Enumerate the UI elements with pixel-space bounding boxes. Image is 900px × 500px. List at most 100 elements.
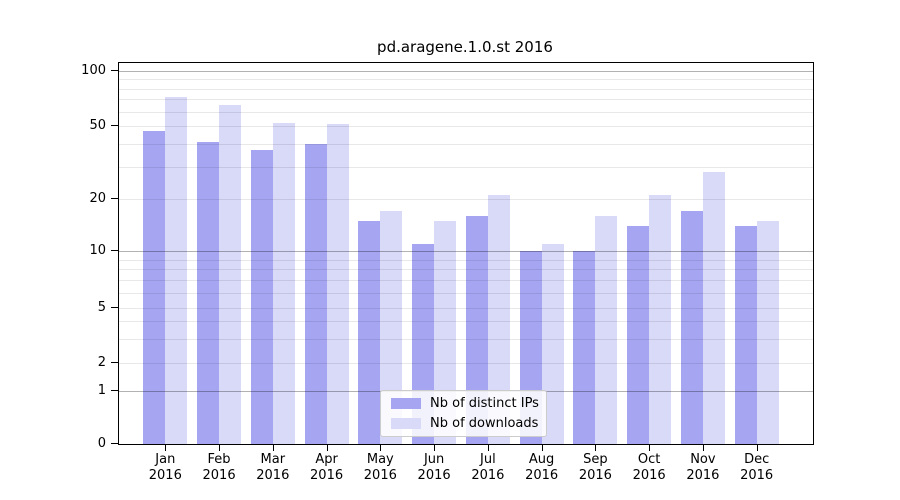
x-tick-label-aug: Aug 2016 (512, 452, 572, 484)
bar-distinct-ips-nov (680, 211, 703, 444)
x-tick-label-feb: Feb 2016 (189, 452, 249, 484)
x-tick-label-oct: Oct 2016 (619, 452, 679, 484)
y-tick-label: 1 (97, 383, 106, 398)
plot-area (118, 62, 814, 445)
y-tick-label: 50 (89, 118, 106, 133)
gridline-70 (119, 99, 813, 101)
x-tick-year: 2016 (525, 468, 559, 483)
gridline-30 (119, 166, 813, 168)
x-tick-year: 2016 (740, 468, 774, 483)
bar-downloads-sep (595, 215, 618, 444)
bar-downloads-jan (165, 97, 188, 444)
gridline-90 (119, 79, 813, 81)
gridline-8 (119, 269, 813, 271)
x-tick-mark (756, 444, 758, 451)
bar-downloads-dec (756, 220, 779, 444)
bar-distinct-ips-feb (197, 141, 220, 444)
x-tick-mark (487, 444, 489, 451)
gridline-20 (119, 199, 813, 200)
y-tick-label: 20 (89, 191, 106, 206)
x-tick-mark (702, 444, 704, 451)
bar-distinct-ips-apr (304, 143, 327, 444)
gridline-100 (119, 71, 813, 72)
x-tick-mark (272, 444, 274, 451)
x-tick-year: 2016 (578, 468, 612, 483)
y-tick-mark (111, 125, 118, 126)
y-tick-label: 10 (89, 243, 106, 258)
legend-label-downloads: Nb of downloads (430, 416, 539, 431)
bar-distinct-ips-dec (734, 225, 757, 444)
x-tick-label-apr: Apr 2016 (297, 452, 357, 484)
bar-downloads-oct (649, 195, 672, 444)
y-tick-mark (111, 390, 118, 391)
gridline-6 (119, 293, 813, 294)
gridline-9 (119, 259, 813, 261)
legend-swatch-downloads (391, 418, 421, 429)
x-tick-year: 2016 (632, 468, 666, 483)
legend-item-distinct-ips: Nb of distinct IPs (391, 396, 539, 411)
legend-item-downloads: Nb of downloads (391, 416, 539, 431)
bar-distinct-ips-oct (627, 225, 650, 444)
x-tick-mark (434, 444, 436, 451)
x-tick-mark (649, 444, 651, 451)
x-tick-mark (380, 444, 382, 451)
legend-label-distinct-ips: Nb of distinct IPs (430, 396, 539, 411)
x-tick-year: 2016 (310, 468, 344, 483)
gridline-80 (119, 88, 813, 90)
x-tick-label-mar: Mar 2016 (243, 452, 303, 484)
gridline-50 (119, 126, 813, 127)
bar-distinct-ips-may (358, 220, 381, 444)
gridline-4 (119, 321, 813, 323)
gridline-10 (119, 251, 813, 252)
x-tick-mark (326, 444, 328, 451)
y-tick-mark (111, 198, 118, 199)
bar-downloads-may (380, 211, 403, 444)
y-tick-mark (111, 362, 118, 363)
y-tick-label: 2 (97, 355, 106, 370)
y-tick-label: 5 (97, 300, 106, 315)
x-tick-year: 2016 (417, 468, 451, 483)
x-tick-label-sep: Sep 2016 (565, 452, 625, 484)
bar-downloads-aug (541, 243, 564, 444)
x-tick-mark (595, 444, 597, 451)
y-tick-mark (111, 70, 118, 71)
bar-distinct-ips-jul (465, 215, 488, 444)
x-tick-year: 2016 (202, 468, 236, 483)
y-tick-mark (111, 250, 118, 251)
x-tick-label-jul: Jul 2016 (458, 452, 518, 484)
bar-downloads-feb (219, 105, 242, 444)
x-tick-year: 2016 (256, 468, 290, 483)
bar-downloads-jun (434, 220, 457, 444)
legend-swatch-distinct-ips (391, 398, 421, 409)
gridline-40 (119, 143, 813, 145)
x-tick-label-jan: Jan 2016 (135, 452, 195, 484)
x-tick-label-nov: Nov 2016 (673, 452, 733, 484)
y-tick-mark (111, 443, 118, 444)
y-tick-mark (111, 307, 118, 308)
bar-downloads-mar (272, 122, 295, 444)
gridline-7 (119, 280, 813, 282)
bar-distinct-ips-sep (573, 251, 596, 444)
x-tick-mark (541, 444, 543, 451)
gridline-3 (119, 338, 813, 340)
legend: Nb of distinct IPs Nb of downloads (380, 390, 547, 437)
x-tick-year: 2016 (363, 468, 397, 483)
y-tick-label: 100 (81, 63, 106, 78)
x-tick-label-jun: Jun 2016 (404, 452, 464, 484)
x-tick-year: 2016 (471, 468, 505, 483)
x-tick-mark (219, 444, 221, 451)
bar-distinct-ips-mar (250, 150, 273, 444)
x-tick-label-dec: Dec 2016 (727, 452, 787, 484)
x-tick-label-may: May 2016 (350, 452, 410, 484)
bar-downloads-nov (702, 172, 725, 444)
x-tick-mark (165, 444, 167, 451)
gridline-5 (119, 308, 813, 309)
x-tick-year: 2016 (686, 468, 720, 483)
gridline-2 (119, 363, 813, 364)
bar-downloads-apr (326, 124, 349, 444)
x-tick-year: 2016 (148, 468, 182, 483)
bar-distinct-ips-jan (143, 130, 166, 444)
chart-title: pd.aragene.1.0.st 2016 (377, 38, 553, 56)
gridline-60 (119, 111, 813, 113)
